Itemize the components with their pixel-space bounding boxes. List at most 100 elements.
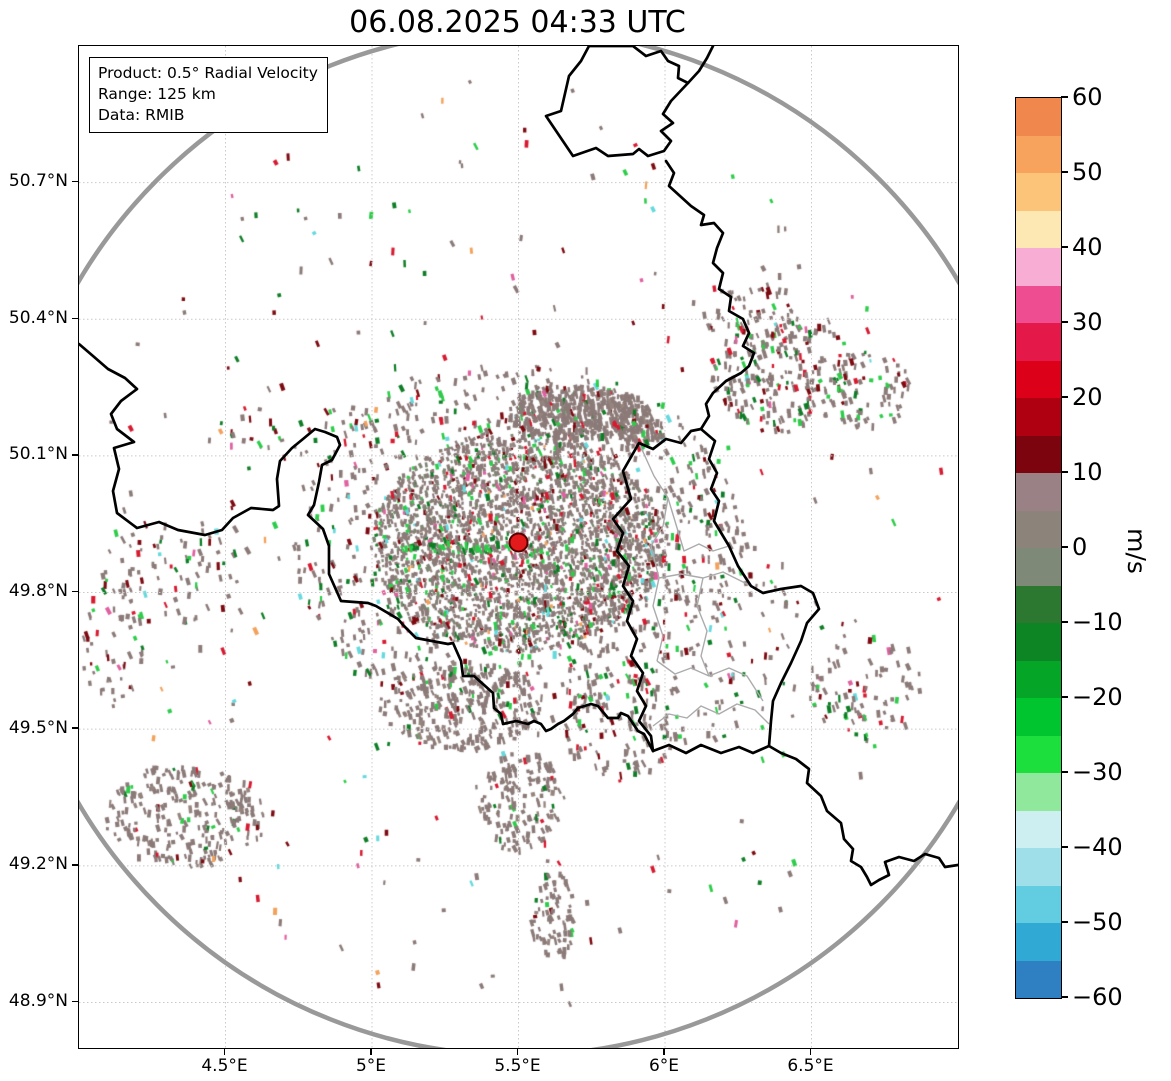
colorbar-tick-label: −10 [1072,608,1123,636]
x-tick-mark [223,1048,226,1055]
colorbar-tick-label: −40 [1072,833,1123,861]
colorbar-segment [1016,660,1061,698]
x-tick-mark [663,1048,665,1055]
colorbar-tick-label: 40 [1072,233,1103,261]
country-border [79,342,655,753]
colorbar-segment [1016,323,1061,361]
colorbar-tick-label: 60 [1072,83,1103,111]
colorbar-segment [1016,735,1061,773]
page-title: 06.08.2025 04:33 UTC [349,5,686,40]
y-tick-label: 49.2°N [8,854,68,875]
colorbar-tick-mark [1061,996,1068,998]
x-tick-mark [370,1048,372,1055]
canton-border [656,660,764,702]
colorbar-tick-mark [1061,846,1068,848]
colorbar-segment [1016,173,1061,211]
colorbar-tick-mark [1061,396,1068,398]
y-tick-mark [72,590,78,593]
y-tick-mark [72,454,78,456]
colorbar-tick-label: 50 [1072,158,1103,186]
country-border [699,427,821,748]
canton-border [658,571,752,587]
colorbar-tick-mark [1061,546,1068,548]
y-tick-label: 50.4°N [8,307,68,328]
y-tick-label: 48.9°N [8,990,68,1011]
y-tick-mark [72,317,78,320]
colorbar-tick-mark [1061,771,1068,773]
canton-border [696,577,710,677]
colorbar-segment [1016,510,1061,548]
colorbar-segment [1016,398,1061,436]
country-border [664,159,756,431]
colorbar-segment [1016,960,1061,998]
info-range: Range: 125 km [98,85,216,103]
colorbar-segment [1016,885,1061,923]
y-tick-label: 50.7°N [8,171,68,192]
country-border [544,46,690,158]
colorbar-segment [1016,848,1061,886]
x-tick-mark [516,1048,519,1055]
colorbar [1015,97,1062,999]
colorbar-tick-label: −20 [1072,683,1123,711]
x-tick-label: 6°E [648,1056,680,1076]
colorbar-segment [1016,548,1061,586]
colorbar-segment [1016,210,1061,248]
country-border [686,46,715,85]
colorbar-segment [1016,435,1061,473]
country-border [611,427,703,753]
colorbar-segment [1016,923,1061,961]
colorbar-tick-mark [1061,246,1068,248]
colorbar-tick-mark [1061,96,1068,98]
colorbar-tick-label: −50 [1072,908,1123,936]
colorbar-segment [1016,810,1061,848]
x-tick-label: 6.5°E [787,1056,834,1076]
colorbar-segment [1016,623,1061,661]
colorbar-tick-label: 30 [1072,308,1103,336]
map-plot-area: Product: 0.5° Radial Velocity Range: 125… [78,45,959,1049]
colorbar-tick-label: 10 [1072,458,1103,486]
colorbar-segment [1016,135,1061,173]
info-box: Product: 0.5° Radial Velocity Range: 125… [89,57,328,133]
country-border [767,744,958,887]
colorbar-units-label: m/s [1122,528,1151,574]
canton-border [667,497,730,552]
colorbar-tick-label: −60 [1072,983,1123,1011]
canton-border [652,703,770,727]
colorbar-segment [1016,248,1061,286]
colorbar-segment [1016,585,1061,623]
info-product: Product: 0.5° Radial Velocity [98,64,318,82]
colorbar-tick-mark [1061,696,1068,698]
colorbar-tick-mark [1061,321,1068,323]
y-tick-mark [72,180,78,183]
colorbar-tick-mark [1061,921,1068,923]
y-tick-label: 49.8°N [8,581,68,602]
colorbar-segment [1016,773,1061,811]
y-tick-mark [72,1000,78,1003]
colorbar-tick-label: −30 [1072,758,1123,786]
canton-border [652,577,664,662]
colorbar-tick-mark [1061,171,1068,173]
country-border [651,743,771,755]
colorbar-segment [1016,473,1061,511]
canton-border [638,442,669,579]
colorbar-segment [1016,360,1061,398]
x-tick-mark [809,1048,812,1055]
y-tick-label: 49.5°N [8,717,68,738]
colorbar-segment [1016,285,1061,323]
y-tick-mark [72,727,78,729]
y-tick-label: 50.1°N [8,444,68,465]
colorbar-tick-label: 20 [1072,383,1103,411]
y-tick-mark [72,864,78,866]
colorbar-tick-mark [1061,471,1068,473]
colorbar-tick-label: 0 [1072,533,1088,561]
x-tick-label: 5°E [355,1056,387,1076]
map-overlay [79,46,958,1048]
colorbar-segment [1016,98,1061,136]
colorbar-segment [1016,698,1061,736]
colorbar-tick-mark [1061,621,1068,623]
info-data-source: Data: RMIB [98,106,185,124]
radar-site-marker [508,532,529,553]
x-tick-label: 5.5°E [494,1056,541,1076]
x-tick-label: 4.5°E [201,1056,248,1076]
